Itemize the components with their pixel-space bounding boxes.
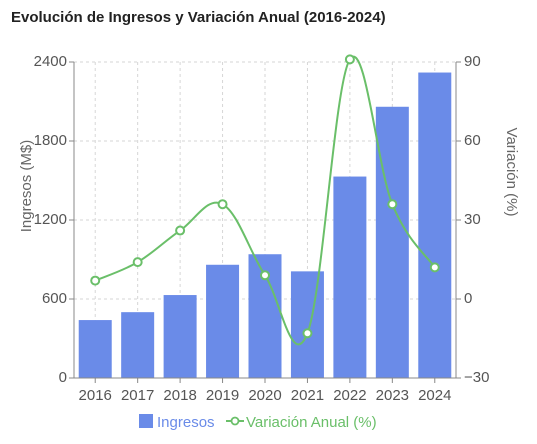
line-point-2021 xyxy=(302,328,313,339)
axes: 0 600 1200 1800 2400 −30 0 30 60 90 2016 2017 2018 20… xyxy=(34,53,490,404)
line-series-variacion xyxy=(90,54,440,346)
line-path-variacion xyxy=(94,55,436,346)
line-point-2023 xyxy=(387,199,398,210)
line-point-2024 xyxy=(429,262,440,273)
x-tick-label: 2016 xyxy=(79,387,112,404)
legend-swatch-ingresos xyxy=(139,414,153,428)
line-point-2017 xyxy=(132,257,143,268)
y-tick-label: 600 xyxy=(42,290,67,307)
bar-2022 xyxy=(333,176,367,378)
y-axis-title: Ingresos (M$) xyxy=(18,140,35,233)
line-point-2020 xyxy=(260,270,270,281)
bar-2016 xyxy=(78,320,112,378)
line-point-2022 xyxy=(344,54,355,65)
legend[interactable]: Ingresos Variación Anual (%) xyxy=(139,414,377,431)
line-point-2019 xyxy=(217,199,228,210)
x-tick-label: 2020 xyxy=(248,387,281,404)
y2-tick-label: 60 xyxy=(464,132,481,149)
legend-label-ingresos[interactable]: Ingresos xyxy=(157,414,215,431)
x-tick-label: 2023 xyxy=(376,387,409,404)
y2-axis-title: Variación (%) xyxy=(503,128,520,217)
x-tick-label: 2019 xyxy=(206,387,239,404)
y-tick-label: 1800 xyxy=(34,132,67,149)
y2-tick-label: 0 xyxy=(464,290,472,307)
bar-2024 xyxy=(418,72,452,379)
bar-2018 xyxy=(163,295,197,378)
x-tick-label: 2024 xyxy=(418,387,451,404)
y2-tick-label: −30 xyxy=(464,369,489,386)
chart-title: Evolución de Ingresos y Variación Anual … xyxy=(11,9,386,26)
x-tick-label: 2022 xyxy=(333,387,366,404)
y2-tick-label: 30 xyxy=(464,211,481,228)
x-tick-label: 2017 xyxy=(121,387,154,404)
x-tick-label: 2021 xyxy=(291,387,324,404)
y-tick-label: 0 xyxy=(59,369,67,386)
legend-swatch-variacion-marker xyxy=(230,416,240,426)
bar-2019 xyxy=(206,264,240,378)
line-point-2018 xyxy=(175,225,186,236)
bar-2021 xyxy=(290,271,324,378)
x-tick-label: 2018 xyxy=(163,387,196,404)
bar-2017 xyxy=(121,312,155,378)
line-point-2016 xyxy=(90,275,101,286)
y2-tick-label: 90 xyxy=(464,53,481,70)
y-tick-label: 2400 xyxy=(34,53,67,70)
bar-series-ingresos xyxy=(78,72,452,379)
bar-2023 xyxy=(375,106,409,379)
legend-label-variacion[interactable]: Variación Anual (%) xyxy=(246,414,377,431)
y-tick-label: 1200 xyxy=(34,211,67,228)
